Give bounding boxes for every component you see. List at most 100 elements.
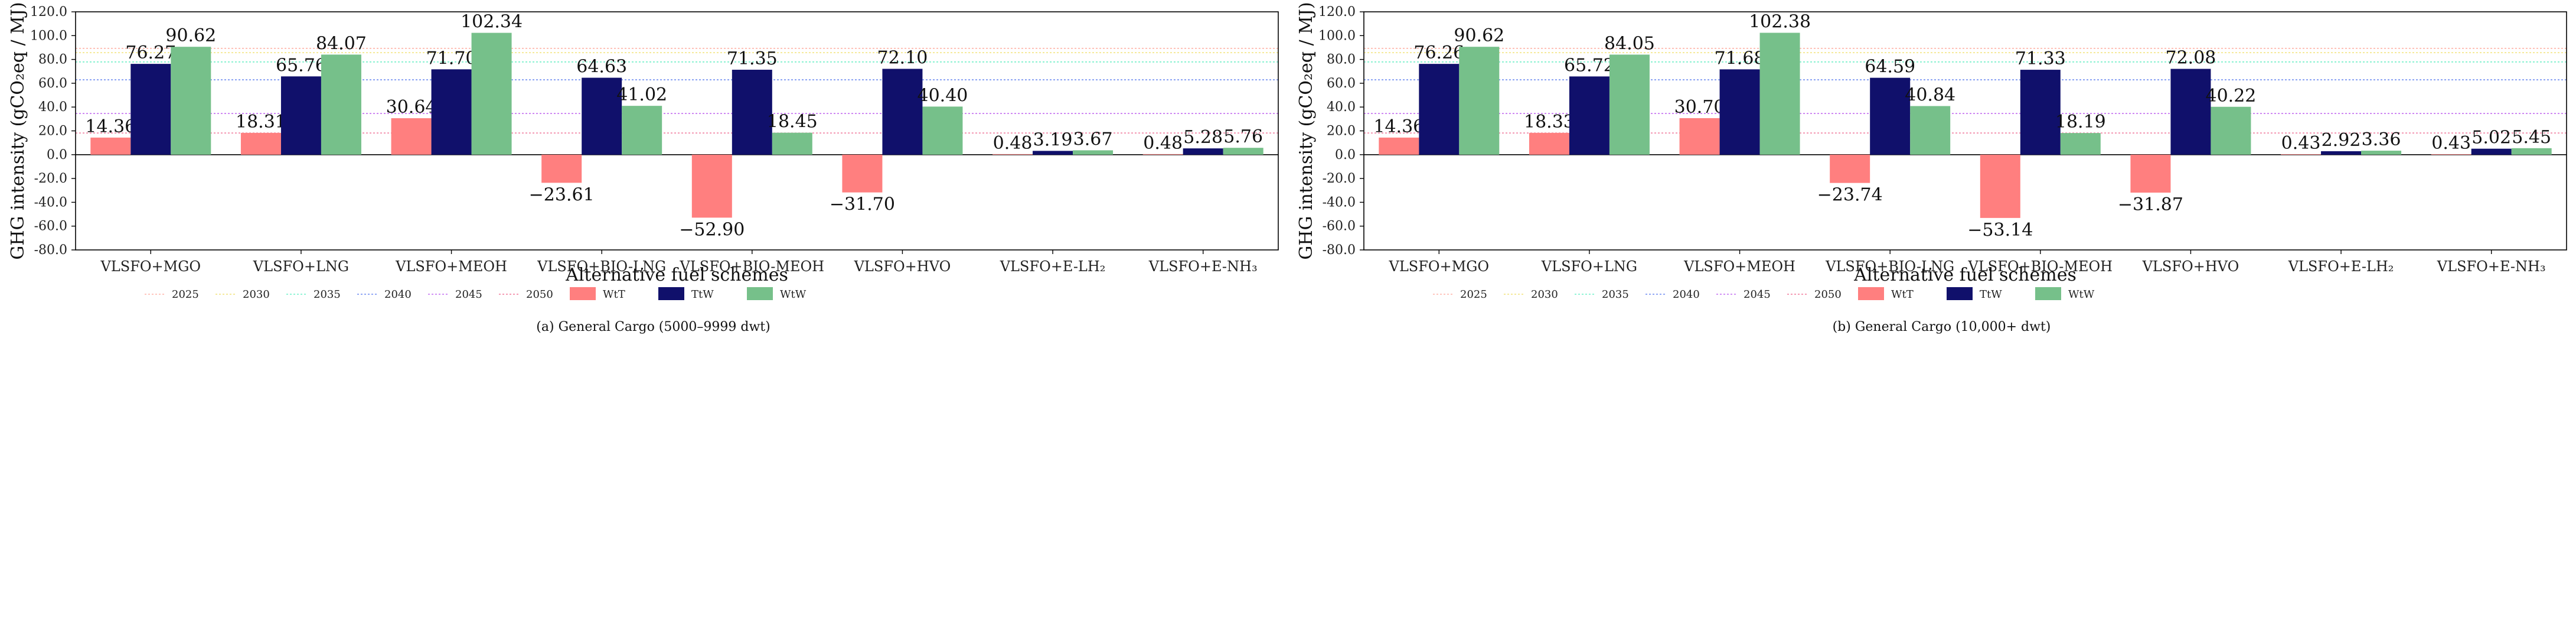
bar-ttw-vlsfo-mgo [1419,64,1460,155]
y-tick-label: 20.0 [38,124,67,139]
legend-item-2050: 2050 [1787,288,1842,301]
data-label: 64.59 [1865,57,1915,77]
legend-label: 2050 [526,288,553,301]
bar-wtt-vlsfo-lng [1529,132,1569,155]
legend-swatch [747,287,773,300]
legend-label: 2025 [1460,288,1487,301]
x-tick-label: VLSFO+HVO [2142,258,2239,275]
data-label: 18.19 [2055,112,2106,132]
legend-label: WtT [1891,288,1914,301]
x-tick-label: VLSFO+BIO-LNG [537,258,666,275]
x-axis-title: Alternative fuel schemes [1853,265,2077,285]
legend-label: WtW [780,288,807,301]
bar-wtt-vlsfo-bio-meoh [1980,154,2020,218]
y-tick-label: 60.0 [38,76,67,91]
data-label: 0.43 [2431,133,2471,154]
x-tick-label: VLSFO+MGO [1389,258,1490,275]
legend-item-2035: 2035 [286,288,341,301]
y-tick-label: 120.0 [1318,5,1356,19]
y-axis-title: GHG intensity (gCO₂eq / MJ) [1296,2,1317,259]
bar-ttw-vlsfo-bio-lng [1870,77,1911,155]
bar-wtw-vlsfo-lng [321,54,361,155]
y-tick-label: -40.0 [1323,195,1356,210]
legend-label: TtW [1980,288,2002,301]
y-tick-label: 0.0 [1335,148,1356,162]
data-label: 71.35 [727,48,778,69]
data-label: 3.67 [1073,129,1113,149]
x-tick-label: VLSFO+E-NH₃ [1148,258,1258,275]
data-label: 76.26 [1413,43,1464,63]
legend-item-2040: 2040 [1645,288,1700,301]
data-label: −23.74 [1817,185,1883,206]
bar-wtw-vlsfo-bio-lng [622,106,662,155]
data-label: 90.62 [1454,25,1504,46]
y-tick-label: -60.0 [34,219,67,234]
y-tick-label: 100.0 [1318,28,1356,43]
bar-wtt-vlsfo-e-nh [1142,154,1183,155]
legend-swatch [1858,287,1884,300]
legend-label: 2030 [243,288,270,301]
bar-ttw-vlsfo-lng [1569,76,1609,155]
data-label: 64.63 [576,57,627,77]
bar-wtt-vlsfo-e-lh [992,154,1033,155]
legend-item-2050: 2050 [499,288,553,301]
bar-wtw-vlsfo-meoh [471,32,512,155]
bar-ttw-vlsfo-e-nh [2471,148,2512,155]
chart-panel-a: 120.0 100.0 80.0 60.0 40.0 20.0 0.0 -20.0 -40.0 -… [0,0,1287,644]
data-label: 65.76 [276,55,327,76]
bar-wtt-vlsfo-hvo [2130,154,2171,193]
data-label: 0.48 [993,133,1033,154]
y-tick-label: 80.0 [38,53,67,67]
bar-wtt-vlsfo-hvo [842,154,883,193]
data-label: 84.07 [316,33,367,54]
bar-ttw-vlsfo-hvo [882,69,923,155]
bar-wtt-vlsfo-mgo [90,137,131,155]
y-tick-label: -20.0 [34,171,67,186]
y-axis-title: GHG intensity (gCO₂eq / MJ) [8,2,28,259]
figure-caption: (b) General Cargo (10,000+ dwt) [1833,320,2051,334]
bar-wtw-vlsfo-mgo [171,47,211,155]
plot-frame [1363,11,2567,251]
chart-panel-b: 120.0 100.0 80.0 60.0 40.0 20.0 0.0 -20.0 -40.0 -… [1288,0,2575,644]
legend-item-wtw: WtW [2035,287,2095,301]
chart-b-svg: 120.0 100.0 80.0 60.0 40.0 20.0 0.0 -20.0 -40.0 -… [1296,2,2567,334]
data-label: 40.84 [1905,85,1955,106]
data-label: −53.14 [1967,220,2033,240]
bar-wtt-vlsfo-meoh [391,118,432,155]
x-tick-label: VLSFO+BIO-MEOH [1967,258,2113,275]
chart-a-svg: 120.0 100.0 80.0 60.0 40.0 20.0 0.0 -20.0 -40.0 -… [8,2,1279,334]
x-tick-label: VLSFO+HVO [854,258,951,275]
data-label: 84.05 [1604,33,1655,54]
data-label: 76.27 [125,43,176,63]
data-label: −52.90 [679,219,745,240]
bar-wtt-vlsfo-bio-meoh [691,154,732,218]
data-label: 41.02 [616,84,667,105]
legend-item-2040: 2040 [357,288,412,301]
legend-item-2045: 2045 [428,288,482,301]
y-tick-label: -60.0 [1323,219,1356,234]
data-label: 102.38 [1749,12,1811,32]
y-tick-label: -40.0 [34,195,67,210]
legend-swatch [1947,287,1973,300]
bar-ttw-vlsfo-mgo [130,64,171,155]
x-tick-label: VLSFO+LNG [1541,258,1637,275]
bar-wtw-vlsfo-hvo [2211,106,2251,155]
x-tick-label: VLSFO+E-LH₂ [1000,258,1106,275]
bar-wtt-vlsfo-lng [240,132,281,155]
bar-ttw-vlsfo-e-nh [1183,148,1223,155]
bar-ttw-vlsfo-bio-meoh [2020,70,2061,155]
bar-ttw-vlsfo-meoh [1719,69,1760,155]
x-tick-label: VLSFO+BIO-LNG [1825,258,1954,275]
bar-wtw-vlsfo-e-lh [2361,151,2402,155]
data-label: 3.19 [1033,129,1073,150]
data-label: 90.62 [165,25,216,46]
legend-item-wtt: WtT [1858,287,1914,301]
legend-item-2025: 2025 [145,288,199,301]
data-label: 5.02 [2471,128,2511,148]
y-tick-label: 60.0 [1327,76,1356,91]
bar-ttw-vlsfo-hvo [2170,69,2211,155]
data-label: 0.48 [1143,133,1183,154]
y-tick-label: 100.0 [30,28,67,43]
bar-wtw-vlsfo-bio-meoh [772,132,812,155]
bar-wtw-vlsfo-bio-lng [1910,106,1951,155]
